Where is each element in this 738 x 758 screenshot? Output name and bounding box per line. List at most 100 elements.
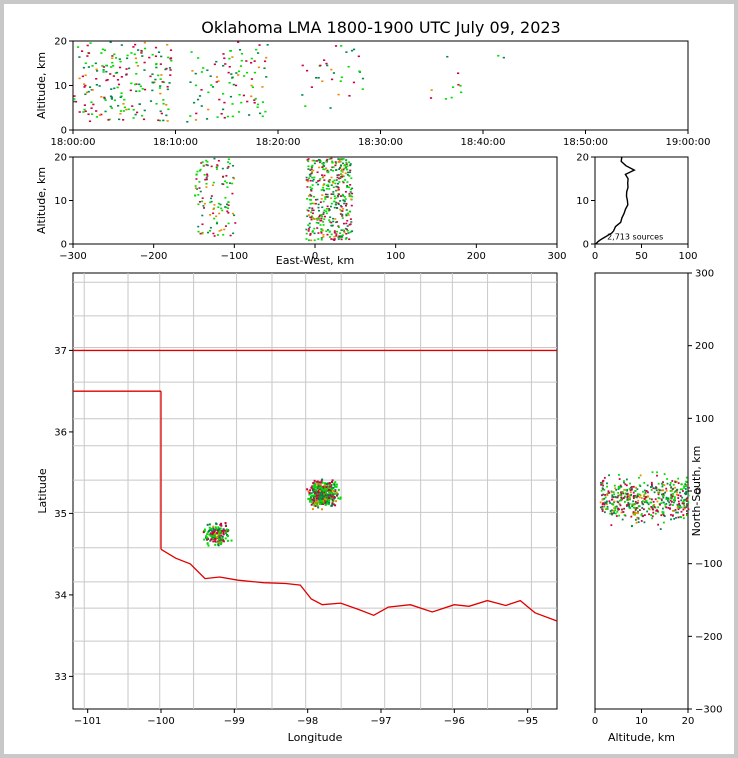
time-height-source-200	[164, 68, 167, 71]
ns-source-151	[680, 510, 683, 513]
time-height-source-10	[110, 107, 114, 109]
plan-source-521	[217, 530, 220, 533]
ns-source-180	[672, 504, 674, 506]
plan-source-383	[308, 491, 311, 494]
time-height-source-62	[106, 78, 109, 81]
plan-source-405	[330, 488, 333, 491]
plan-ytick-4: 37	[54, 346, 67, 357]
ew-source-30	[227, 207, 230, 210]
plan-source-279	[318, 488, 321, 491]
ns-source-246	[660, 493, 663, 496]
ew-source-522	[349, 164, 352, 167]
plan-source-535	[203, 538, 206, 541]
plan-source-250	[318, 496, 321, 499]
time-height-source-1	[118, 66, 122, 69]
time-height-source-12	[117, 83, 121, 86]
plan-source-302	[324, 486, 327, 489]
time-height-source-344	[451, 86, 455, 88]
time-height-source-132	[165, 114, 168, 117]
ns-ytick-1: −200	[695, 632, 722, 643]
ew-source-500	[326, 158, 329, 161]
ew-source-513	[339, 160, 342, 163]
ns-source-284	[611, 494, 614, 497]
ns-source-229	[599, 506, 602, 509]
plan-source-378	[315, 491, 318, 494]
hist-xtick-1: 50	[635, 251, 648, 262]
ew-source-215	[328, 208, 331, 210]
ew-source-409	[349, 184, 352, 186]
time-height-source-287	[238, 93, 241, 96]
time-height-source-37	[110, 88, 113, 90]
time-height-source-163	[138, 90, 141, 92]
plan-source-399	[321, 491, 324, 494]
time-height-source-312	[347, 65, 350, 68]
time-height-source-60	[84, 62, 87, 65]
ew-source-489	[330, 202, 333, 205]
time-height-source-227	[194, 72, 197, 75]
ew-source-183	[351, 187, 354, 190]
ew-source-250	[334, 218, 337, 220]
ns-source-233	[638, 484, 641, 487]
ns-source-355	[621, 518, 624, 521]
time-height-source-43	[95, 68, 98, 71]
ns-source-382	[672, 514, 674, 517]
ew-source-169	[339, 165, 342, 168]
time-height-source-201	[134, 43, 137, 46]
time-height-source-341	[457, 72, 460, 75]
time-height-source-3	[111, 61, 114, 64]
ns-source-397	[665, 489, 668, 492]
time-height-source-326	[345, 51, 348, 53]
time-height-source-229	[215, 60, 218, 63]
ns-source-513	[671, 495, 674, 498]
plan-source-267	[321, 499, 324, 502]
ew-source-467	[346, 168, 349, 171]
ns-source-273	[620, 491, 622, 494]
ew-source-186	[335, 230, 338, 233]
ew-source-59	[216, 164, 219, 166]
time-height-source-82	[82, 111, 85, 113]
ew-source-359	[330, 197, 333, 199]
ns-source-304	[622, 511, 625, 513]
ew-source-239	[326, 193, 329, 196]
ew-source-205	[343, 196, 346, 198]
time-height-source-61	[110, 98, 113, 100]
plan-source-90	[320, 492, 323, 495]
ns-source-425	[665, 498, 668, 500]
plan-source-480	[210, 529, 213, 532]
ew-source-288	[346, 186, 349, 188]
time-height-source-305	[305, 69, 309, 72]
ns-source-211	[602, 493, 605, 496]
time-height-source-103	[132, 117, 135, 119]
ew-source-281	[324, 198, 327, 200]
ns-source-231	[650, 498, 653, 501]
ew-source-431	[320, 217, 323, 220]
ns-source-108	[630, 493, 633, 496]
time-height-source-251	[255, 48, 258, 51]
time-height-source-72	[118, 118, 121, 121]
ew-source-476	[346, 225, 349, 227]
ew-source-29	[206, 164, 209, 167]
plan-source-61	[323, 487, 326, 490]
ns-source-199	[607, 490, 610, 493]
ew-source-498	[310, 188, 313, 191]
time-height-source-140	[157, 51, 161, 53]
plan-xtick-0: −101	[74, 716, 101, 727]
ew-source-79	[227, 211, 230, 214]
ew-source-266	[346, 174, 349, 176]
ns-source-338	[681, 502, 684, 505]
ns-source-102	[637, 510, 639, 513]
ns-source-362	[603, 503, 606, 506]
time-height-source-145	[141, 55, 144, 57]
ns-source-370	[636, 493, 639, 496]
time-height-source-34	[76, 46, 80, 48]
ew-source-52	[227, 161, 230, 163]
ns-ytick-6: 300	[695, 269, 714, 280]
ew-source-342	[317, 206, 320, 209]
plan-source-426	[321, 494, 324, 497]
plan-source-191	[332, 497, 335, 500]
plan-source-384	[315, 486, 318, 489]
time-height-source-171	[159, 85, 162, 87]
ns-source-511	[647, 507, 650, 510]
plan-source-491	[208, 523, 211, 526]
time-height-source-203	[136, 65, 140, 67]
